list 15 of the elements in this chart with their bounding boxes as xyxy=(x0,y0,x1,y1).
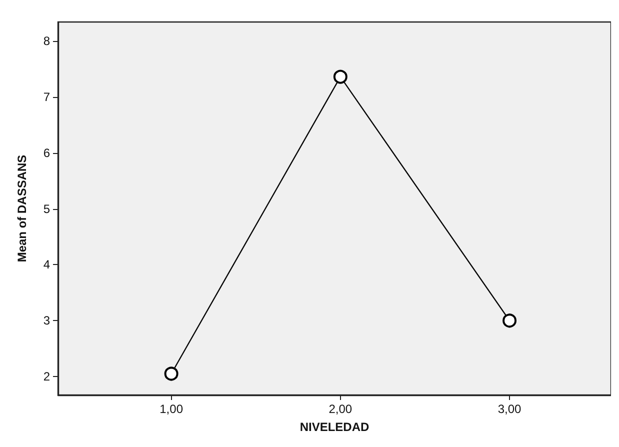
y-tick-label: 8 xyxy=(43,34,50,48)
x-tick-label: 2,00 xyxy=(328,402,352,416)
y-tick-label: 6 xyxy=(43,146,50,160)
x-tick-label: 3,00 xyxy=(498,402,522,416)
y-tick-label: 4 xyxy=(43,258,50,272)
point xyxy=(164,366,178,381)
y-tick-label: 2 xyxy=(43,370,50,384)
x-axis-title: NIVELEDAD xyxy=(300,420,370,434)
y-tick-label: 3 xyxy=(43,314,50,328)
point xyxy=(502,314,517,328)
y-tick-label: 7 xyxy=(43,90,50,104)
x-tick-label: 1,00 xyxy=(160,402,184,416)
point xyxy=(333,70,348,84)
y-tick-label: 5 xyxy=(43,202,50,216)
y-axis-title: Mean of DASSANS xyxy=(15,154,29,262)
